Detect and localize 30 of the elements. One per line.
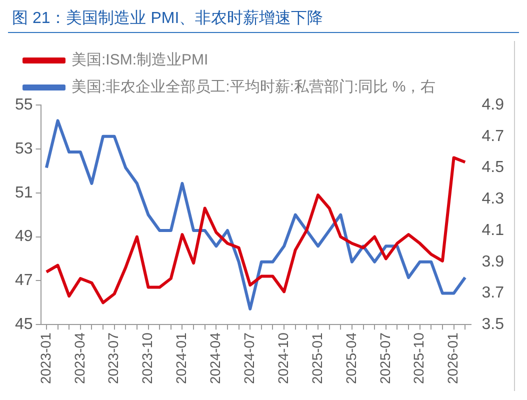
x-tick-label: 2023-01: [37, 332, 54, 384]
y2-tick-label: 4.7: [482, 128, 504, 145]
x-tick-label: 2024-01: [173, 332, 190, 384]
chart-title: 图 21：美国制造业 PMI、非农时薪增速下降: [8, 8, 519, 33]
x-tick-label: 2025-04: [342, 332, 359, 384]
legend-label: 美国:非农企业全部员工:平均时薪:私营部门:同比 %，右: [72, 78, 436, 96]
x-tick-label: 2025-01: [308, 332, 325, 384]
y-tick-label: 51: [15, 184, 33, 202]
y2-tick-label: 3.5: [482, 316, 504, 334]
y-tick-label: 49: [15, 228, 33, 246]
y2-tick-label: 4.5: [482, 159, 504, 176]
y2-tick-label: 3.9: [482, 253, 504, 270]
x-tick-label: 2023-07: [105, 332, 122, 384]
y2-tick-label: 3.7: [482, 284, 504, 302]
x-tick-label: 2024-10: [274, 332, 291, 384]
x-tick-label: 2026-01: [444, 332, 461, 384]
x-tick-label: 2024-04: [207, 332, 224, 384]
x-tick-label: 2025-07: [376, 332, 393, 384]
y-tick-label: 55: [15, 96, 33, 114]
y-tick-label: 45: [15, 316, 33, 334]
x-tick-label: 2025-10: [410, 332, 427, 384]
x-tick-label: 2023-04: [71, 332, 88, 384]
y2-tick-label: 4.1: [482, 222, 504, 239]
legend-label: 美国:ISM:制造业PMI: [72, 52, 208, 69]
y2-tick-label: 4.3: [482, 190, 504, 208]
x-tick-label: 2024-07: [240, 332, 257, 384]
y-tick-label: 53: [15, 140, 33, 158]
y2-tick-label: 4.9: [482, 96, 504, 114]
x-tick-label: 2023-10: [139, 332, 156, 384]
y-tick-label: 47: [15, 272, 33, 290]
